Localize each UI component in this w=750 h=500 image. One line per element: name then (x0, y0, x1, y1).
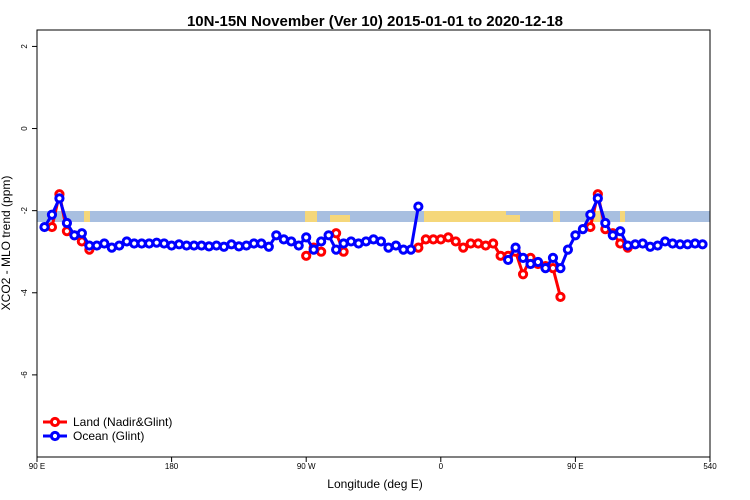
chart-title: 10N-15N November (Ver 10) 2015-01-01 to … (187, 13, 563, 30)
data-point (99, 238, 110, 249)
data-point (488, 238, 499, 249)
x-tick-label: 90 E (29, 462, 45, 471)
ocean-band (37, 211, 710, 222)
data-point (46, 209, 58, 220)
y-axis-label: XCO2 - MLO trend (ppm) (0, 176, 13, 311)
land-band (305, 211, 317, 222)
y-tick-label: 2 (20, 44, 29, 49)
data-point (293, 240, 304, 251)
data-point (316, 236, 327, 247)
data-point (540, 263, 551, 274)
legend-marker (49, 416, 61, 428)
data-point (375, 236, 387, 247)
legend-label: Ocean (Glint) (73, 429, 144, 443)
data-point (211, 240, 222, 251)
data-point (308, 244, 319, 255)
data-point (413, 201, 424, 212)
data-point (166, 240, 177, 251)
data-point (39, 221, 50, 233)
data-point (405, 244, 416, 255)
data-point (592, 193, 603, 204)
land-band (506, 215, 520, 222)
data-point (286, 236, 297, 247)
y-tick-label: 0 (20, 126, 29, 131)
data-point (570, 230, 581, 241)
data-point (585, 209, 596, 220)
data-point (697, 239, 708, 250)
plot-frame (36, 29, 711, 458)
data-point (600, 217, 611, 229)
data-point (615, 226, 626, 237)
legend-marker (49, 430, 61, 442)
data-point (450, 236, 461, 247)
data-point (390, 240, 402, 251)
data-point (532, 256, 544, 268)
data-point (271, 230, 282, 241)
x-tick-label: 0 (439, 462, 444, 471)
land-band (424, 211, 506, 222)
data-point (652, 240, 663, 251)
y-tick-label: -2 (20, 207, 29, 215)
legend-label: Land (Nadir&Glint) (73, 415, 172, 429)
land-band (330, 215, 350, 222)
data-point (443, 232, 454, 243)
data-point (173, 239, 185, 250)
data-point (61, 217, 73, 229)
x-axis-label: Longitude (deg E) (327, 477, 422, 491)
data-point (54, 193, 65, 204)
data-point (547, 252, 559, 263)
data-point (503, 254, 514, 266)
data-point (622, 240, 633, 251)
y-tick-label: -6 (20, 371, 29, 379)
x-tick-label: 540 (703, 462, 717, 471)
data-point (607, 230, 618, 241)
data-point (301, 232, 312, 243)
series (39, 193, 708, 274)
data-point (510, 242, 521, 253)
land-band (84, 211, 90, 222)
data-point (517, 252, 529, 263)
land-band (620, 211, 625, 222)
data-point (263, 241, 274, 252)
x-tick-label: 90 E (567, 462, 583, 471)
data-point (76, 228, 87, 239)
data-point (555, 263, 566, 274)
data-point (555, 291, 566, 302)
data-point (301, 250, 312, 261)
data-point (562, 244, 574, 255)
x-tick-label: 90 W (297, 462, 316, 471)
data-point (517, 269, 529, 280)
y-tick-label: -4 (20, 289, 29, 297)
data-point (114, 240, 125, 251)
data-point (323, 230, 334, 241)
land-band (553, 211, 560, 222)
x-tick-label: 180 (165, 462, 179, 471)
legend: Land (Nadir&Glint)Ocean (Glint) (43, 415, 172, 443)
data-point (458, 242, 469, 253)
data-point (645, 241, 656, 252)
data-point (577, 224, 588, 235)
data-point (331, 244, 342, 255)
